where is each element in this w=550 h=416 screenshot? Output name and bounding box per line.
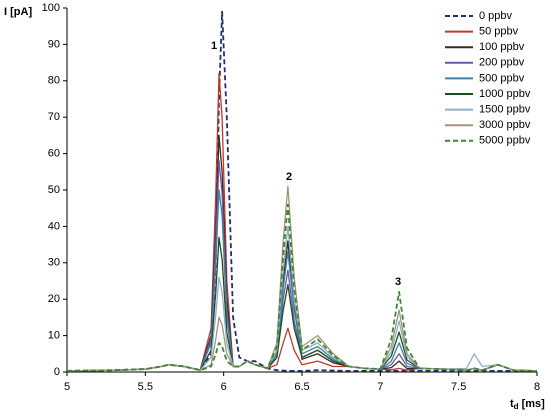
y-tick-label: 100: [42, 2, 60, 14]
x-tick-label: 6: [221, 381, 227, 393]
x-tick-label: 8: [534, 381, 540, 393]
y-tick-label: 0: [54, 366, 60, 378]
legend-label: 5000 ppbv: [479, 135, 531, 147]
x-label-main: t: [510, 398, 514, 410]
annotation: 3: [395, 276, 401, 288]
x-tick-label: 7: [377, 381, 383, 393]
y-tick-label: 60: [48, 148, 60, 160]
y-tick-label: 40: [48, 220, 60, 232]
x-label-sub: d: [514, 402, 519, 411]
series-line: [66, 185, 538, 372]
y-tick-label: 50: [48, 184, 60, 196]
annotation: 1: [211, 40, 217, 52]
y-tick-label: 90: [48, 38, 60, 50]
x-axis-label: td [ms]: [510, 398, 545, 411]
legend-label: 1000 ppbv: [479, 88, 531, 100]
x-tick-label: 5: [64, 381, 70, 393]
annotation: 2: [286, 171, 292, 183]
y-tick-label: 10: [48, 330, 60, 342]
series-line: [66, 10, 537, 372]
series-line: [66, 134, 538, 372]
y-tick-label: 20: [48, 293, 60, 305]
y-tick-label: 30: [48, 257, 60, 269]
y-axis-label: I [pA]: [4, 6, 32, 18]
y-tick-label: 70: [48, 111, 60, 123]
legend-label: 50 ppbv: [479, 26, 519, 38]
legend-label: 1500 ppbv: [479, 104, 531, 116]
legend-label: 3000 ppbv: [479, 119, 531, 131]
x-tick-label: 6.5: [294, 381, 309, 393]
series-line: [66, 203, 538, 372]
x-tick-label: 5.5: [138, 381, 153, 393]
x-label-unit: [ms]: [522, 398, 546, 410]
series-line: [66, 72, 538, 372]
x-tick-label: 7.5: [451, 381, 466, 393]
legend-label: 0 ppbv: [479, 10, 513, 22]
legend-label: 500 ppbv: [479, 72, 525, 84]
y-tick-label: 80: [48, 75, 60, 87]
series-line: [66, 160, 538, 372]
legend-label: 200 ppbv: [479, 57, 525, 69]
legend-label: 100 ppbv: [479, 41, 525, 53]
